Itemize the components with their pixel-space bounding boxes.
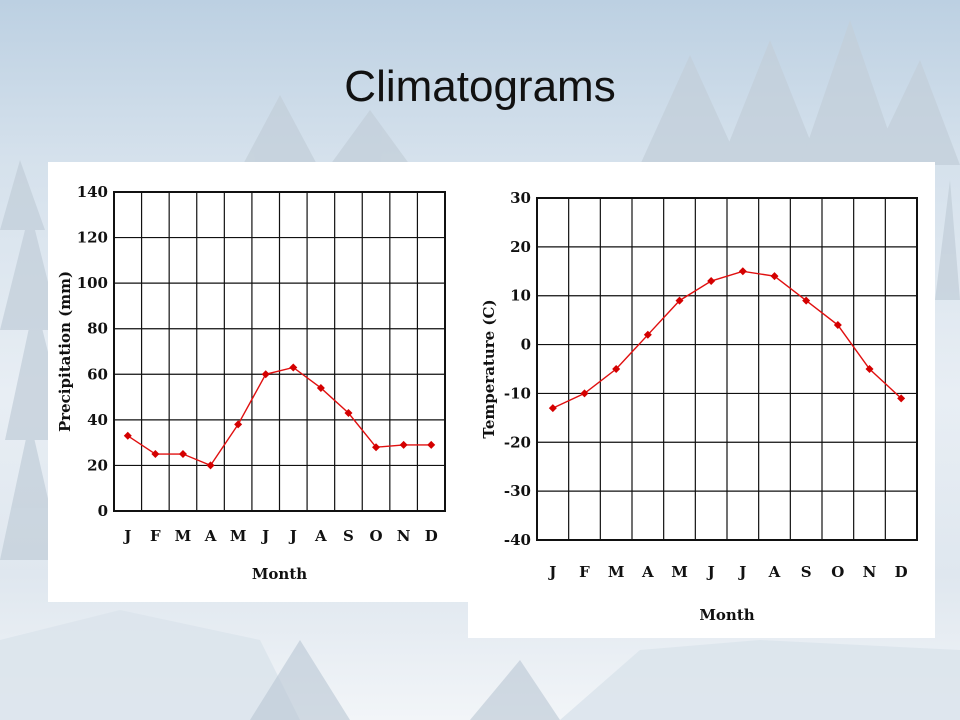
data-point-marker [316,383,325,392]
data-point-marker [123,431,132,440]
plot-frame [113,191,446,512]
x-tick-label: N [397,527,411,545]
y-tick-label: -20 [504,433,531,451]
data-point-marker [833,321,842,330]
x-axis-label: Month [699,606,754,624]
x-tick-label: A [641,563,654,581]
data-point-marker [206,461,215,470]
data-point-marker [548,404,557,413]
x-tick-label: J [288,527,297,545]
x-tick-label: M [175,527,192,545]
x-tick-label: D [425,527,438,545]
data-point-marker [612,365,621,373]
x-tick-label: F [150,527,161,545]
y-tick-label: 140 [77,183,108,201]
x-tick-label: M [230,527,247,545]
data-point-marker [897,394,906,403]
data-point-marker [234,420,243,429]
slide-title: Climatograms [344,62,616,111]
data-point-marker [178,450,187,459]
y-tick-label: 80 [87,320,108,338]
y-tick-label: -40 [504,531,531,549]
y-axis-label: Precipitation (mm) [56,271,74,432]
x-tick-label: N [863,563,877,581]
x-axis-label: Month [252,565,307,583]
data-point-marker [427,440,436,449]
y-tick-label: 120 [77,229,108,247]
data-point-marker [289,363,298,372]
data-point-marker [707,277,716,286]
temperature-chart-panel: -40 -30 -20 -10 0 10 20 30 J F M A M J J A S O N D Month Temp… [468,162,935,638]
data-point-marker [151,450,160,459]
y-tick-label: 0 [98,502,108,520]
x-tick-label: A [204,527,217,545]
data-point-marker [261,370,270,379]
data-point-marker [344,409,353,418]
x-tick-label: D [895,563,908,581]
x-tick-label: A [314,527,327,545]
x-tick-label: O [370,527,383,545]
x-tick-label: F [579,563,590,581]
x-tick-label: M [671,563,688,581]
y-tick-label: 100 [77,274,108,292]
x-tick-label: J [122,527,131,545]
y-axis-label: Temperature (C) [480,299,498,438]
y-tick-label: 20 [87,456,108,474]
series-line [552,270,902,409]
y-tick-label: 40 [87,411,108,429]
x-tick-label: M [608,563,625,581]
data-point-marker [738,267,747,276]
x-tick-label: S [343,527,354,545]
data-point-marker [802,296,811,305]
x-tick-label: S [801,563,812,581]
data-point-marker [399,440,408,449]
data-point-marker [372,443,381,452]
plot-frame [536,197,918,541]
x-tick-label: J [260,527,269,545]
x-tick-label: J [547,563,556,581]
data-point-marker [865,365,874,373]
data-point-marker [770,272,779,281]
y-tick-label: 60 [87,365,108,383]
y-tick-label: 0 [521,336,531,354]
x-tick-label: O [831,563,844,581]
x-tick-label: J [737,563,746,581]
y-tick-label: -30 [504,482,531,500]
series-line [127,366,432,467]
precipitation-chart-panel: 0 20 40 60 80 100 120 140 J F M A M J J A S O N D Month Preci… [48,162,468,602]
data-point-marker [675,296,684,305]
y-tick-label: 20 [510,238,531,256]
x-tick-label: A [768,563,781,581]
data-point-marker [643,330,652,339]
y-tick-label: -10 [504,384,531,402]
x-tick-label: J [706,563,715,581]
data-point-marker [580,389,589,398]
y-tick-label: 10 [510,287,531,305]
y-tick-label: 30 [510,189,531,207]
